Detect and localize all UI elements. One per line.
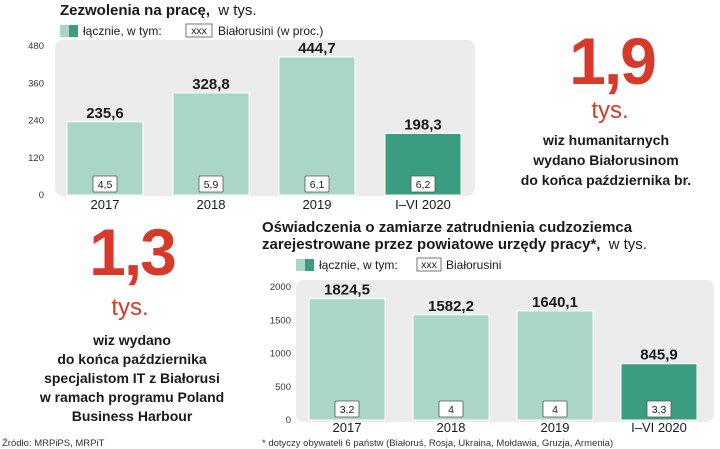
chart2-share-label: 3,3 bbox=[652, 404, 667, 416]
chart2-legend-total-label: łącznie, w tym: bbox=[319, 258, 398, 272]
chart1-y-tick: 240 bbox=[28, 116, 44, 127]
chart1-bar-value-label: 198,3 bbox=[404, 116, 442, 133]
stat-it-line3: specjalistom IT z Białorusi bbox=[44, 370, 220, 386]
chart2-category-label: 2018 bbox=[437, 420, 466, 435]
chart2-plot-panel bbox=[296, 280, 714, 422]
chart1-share-badge bbox=[304, 175, 330, 193]
stat-it-line5: Business Harbour bbox=[72, 408, 193, 424]
chart2-y-tick: 1500 bbox=[270, 315, 291, 326]
chart1-category-label: 2018 bbox=[197, 197, 226, 212]
chart2-category-label: 2017 bbox=[333, 420, 362, 435]
chart2-category-label: I–VI 2020 bbox=[631, 420, 687, 435]
chart2-bar-value-label: 1824,5 bbox=[324, 282, 370, 299]
chart2-title-line1: Oświadczenia o zamiarze zatrudnienia cud… bbox=[262, 219, 633, 236]
chart2-legend-badge-text: xxx bbox=[421, 259, 438, 271]
chart2-y-tick: 500 bbox=[275, 382, 291, 393]
chart2-share-label: 3,2 bbox=[340, 404, 355, 416]
chart2-share-badge bbox=[542, 400, 568, 418]
chart2-bars: 1824,5 3,2 2017 1582,2 4 2018 1640,1 4 2019 845,9… bbox=[308, 282, 698, 435]
chart1-share-label: 5,9 bbox=[204, 179, 219, 191]
chart1-share-label: 6,2 bbox=[416, 179, 431, 191]
chart2-bar-value-label: 845,9 bbox=[640, 347, 678, 364]
stat-it-line2: do końca października bbox=[57, 351, 207, 367]
chart2-share-badge bbox=[334, 400, 360, 418]
chart1-y-axis: 0 120 240 360 480 bbox=[28, 41, 44, 201]
chart2-title-line2: zarejestrowane przez powiatowe urzędy pr… bbox=[262, 236, 647, 253]
chart1-bars: 235,6 4,5 2017 328,8 5,9 2018 444,7 6,1 2019 198,… bbox=[66, 40, 462, 212]
chart2-legend: łącznie, w tym: xxx Białorusini bbox=[296, 257, 501, 272]
stat-visas-line2: wydano Białorusinom bbox=[532, 152, 678, 168]
stat-visas-line1: wiz humanitarnych bbox=[542, 132, 669, 148]
chart1-y-tick: 360 bbox=[28, 78, 44, 89]
chart1-bar-value-label: 235,6 bbox=[86, 105, 124, 122]
chart1-category-label: 2017 bbox=[91, 197, 120, 212]
chart2-category-label: 2019 bbox=[541, 420, 570, 435]
chart2-y-tick: 1000 bbox=[270, 349, 291, 360]
chart2-bar bbox=[308, 298, 386, 421]
chart1-y-tick: 0 bbox=[39, 190, 44, 201]
chart1-share-label: 6,1 bbox=[310, 179, 325, 191]
chart-employment-declarations: Oświadczenia o zamiarze zatrudnienia cud… bbox=[262, 219, 714, 435]
chart2-legend-belarus-label: Białorusini bbox=[446, 258, 501, 272]
chart1-y-tick: 120 bbox=[28, 153, 44, 164]
chart1-y-tick: 480 bbox=[28, 41, 44, 52]
stat-it-line1: wiz wydano bbox=[92, 332, 171, 348]
chart2-y-axis: 0 500 1000 1500 2000 bbox=[270, 282, 291, 426]
chart2-bar-value-label: 1640,1 bbox=[532, 294, 578, 311]
stat-visas-line3: do końca października br. bbox=[521, 172, 691, 188]
chart2-y-tick: 0 bbox=[286, 415, 291, 426]
stat-it-visas: 1,3 tys. wiz wydano do końca październik… bbox=[39, 215, 224, 424]
chart2-legend-swatch bbox=[296, 259, 314, 271]
chart1-legend-swatch bbox=[60, 25, 78, 37]
stat-humanitarian-visas: 1,9 tys. wiz humanitarnych wydano Białor… bbox=[521, 24, 691, 188]
stat-visas-unit: tys. bbox=[591, 97, 628, 124]
chart1-plot-panel bbox=[55, 40, 475, 196]
chart1-bar-value-label: 328,8 bbox=[192, 76, 230, 93]
stat-it-unit: tys. bbox=[111, 294, 148, 321]
chart2-share-badge bbox=[438, 400, 464, 418]
stat-visas-number: 1,9 bbox=[569, 24, 655, 98]
chart-work-permits: Zezwolenia na pracę, w tys. łącznie, w t… bbox=[28, 2, 475, 212]
chart2-legend-badge bbox=[416, 257, 442, 272]
chart1-bar bbox=[278, 56, 356, 196]
chart2-share-label: 4 bbox=[448, 404, 454, 416]
chart1-share-badge bbox=[410, 175, 436, 193]
chart2-y-tick: 2000 bbox=[270, 282, 291, 293]
stat-it-number: 1,3 bbox=[89, 215, 175, 289]
chart1-share-badge bbox=[198, 175, 224, 193]
chart2-share-badge bbox=[646, 400, 672, 418]
stat-it-line4: w ramach programu Poland bbox=[39, 389, 224, 405]
chart2-share-label: 4 bbox=[552, 404, 558, 416]
chart1-legend-belarus-label: Białorusini (w proc.) bbox=[218, 24, 323, 38]
chart1-title: Zezwolenia na pracę, w tys. bbox=[60, 2, 257, 19]
chart1-legend-badge-text: xxx bbox=[191, 25, 208, 37]
chart1-category-label: I–VI 2020 bbox=[395, 197, 451, 212]
chart2-bar-value-label: 1582,2 bbox=[428, 298, 474, 315]
footnote: * dotyczy obywateli 6 państw (Białoruś, … bbox=[262, 438, 613, 449]
chart1-share-badge bbox=[92, 175, 118, 193]
source-note: Źródło: MRPiPS, MRPiT bbox=[2, 438, 105, 449]
chart1-category-label: 2019 bbox=[303, 197, 332, 212]
chart1-bar-value-label: 444,7 bbox=[298, 40, 336, 57]
chart1-legend: łącznie, w tym: xxx Białorusini (w proc.… bbox=[60, 23, 323, 38]
chart1-legend-badge bbox=[185, 23, 213, 38]
chart1-share-label: 4,5 bbox=[98, 179, 113, 191]
chart1-legend-total-label: łącznie, w tym: bbox=[83, 24, 162, 38]
